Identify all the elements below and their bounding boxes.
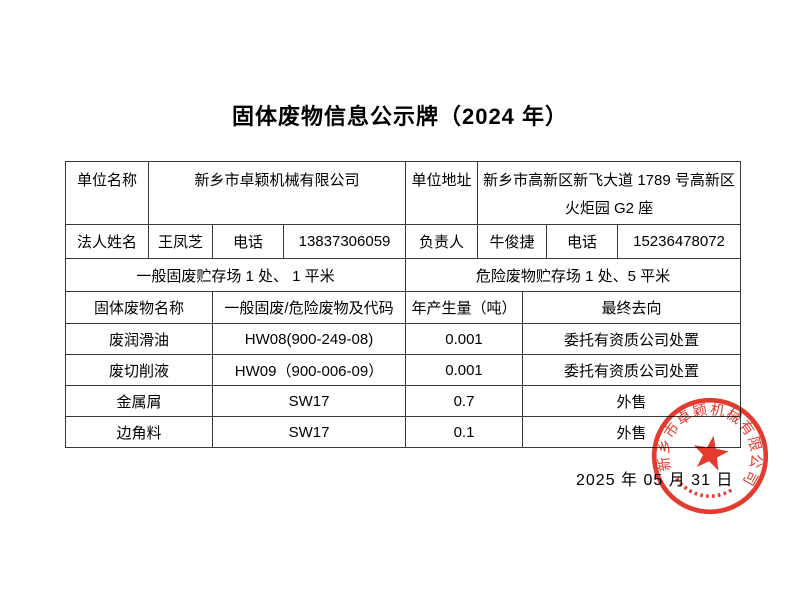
- waste-info-table: 单位名称 新乡市卓颖机械有限公司 单位地址 新乡市高新区新飞大道 1789 号高…: [64, 161, 742, 448]
- header-annual-amount: 年产生量（吨）: [405, 291, 524, 324]
- waste-code-cell: SW17: [211, 385, 407, 417]
- legal-phone-label: 电话: [212, 224, 284, 259]
- legal-phone-value: 13837306059: [282, 224, 407, 259]
- waste-destination-cell: 外售: [522, 385, 742, 417]
- unit-name-label: 单位名称: [65, 161, 149, 225]
- table-header-row: 固体废物名称 一般固废/危险废物及代码 年产生量（吨） 最终去向: [65, 291, 742, 324]
- unit-name-value: 新乡市卓颖机械有限公司: [147, 161, 407, 225]
- waste-destination-cell: 委托有资质公司处置: [522, 354, 742, 386]
- waste-name-cell: 金属屑: [65, 385, 213, 417]
- waste-code-cell: SW17: [211, 416, 407, 448]
- table-row: 金属屑 SW17 0.7 外售: [65, 385, 742, 417]
- header-waste-code: 一般固废/危险废物及代码: [211, 291, 407, 324]
- waste-name-cell: 边角料: [65, 416, 213, 448]
- waste-code-cell: HW08(900-249-08): [211, 323, 407, 355]
- unit-address-label: 单位地址: [405, 161, 479, 225]
- waste-code-cell: HW09（900-006-09）: [211, 354, 407, 386]
- table-row: 法人姓名 王凤芝 电话 13837306059 负责人 牛俊捷 电话 15236…: [65, 224, 742, 259]
- waste-destination-cell: 外售: [522, 416, 742, 448]
- manager-phone-label: 电话: [546, 224, 619, 259]
- legal-name-value: 王凤芝: [148, 224, 213, 259]
- manager-name-value: 牛俊捷: [477, 224, 548, 259]
- waste-name-cell: 废润滑油: [65, 323, 213, 355]
- waste-amount-cell: 0.001: [405, 323, 524, 355]
- issue-date: 2025 年 05 月 31 日: [576, 472, 734, 489]
- manager-phone-value: 15236478072: [617, 224, 742, 259]
- general-storage-cell: 一般固废贮存场 1 处、 1 平米: [64, 258, 407, 292]
- table-row: 单位名称 新乡市卓颖机械有限公司 单位地址 新乡市高新区新飞大道 1789 号高…: [65, 161, 742, 225]
- waste-amount-cell: 0.7: [405, 385, 524, 417]
- header-destination: 最终去向: [522, 291, 742, 324]
- waste-name-cell: 废切削液: [65, 354, 213, 386]
- manager-label: 负责人: [405, 224, 479, 259]
- waste-amount-cell: 0.1: [405, 416, 524, 448]
- table-row: 边角料 SW17 0.1 外售: [65, 416, 742, 448]
- hazardous-storage-cell: 危险废物贮存场 1 处、5 平米: [405, 258, 742, 292]
- table-row: 废切削液 HW09（900-006-09） 0.001 委托有资质公司处置: [65, 354, 742, 386]
- table-row: 废润滑油 HW08(900-249-08) 0.001 委托有资质公司处置: [65, 323, 742, 355]
- header-waste-name: 固体废物名称: [65, 291, 213, 324]
- table-row: 一般固废贮存场 1 处、 1 平米 危险废物贮存场 1 处、5 平米: [64, 258, 742, 292]
- unit-address-value: 新乡市高新区新飞大道 1789 号高新区火炬园 G2 座: [477, 161, 742, 225]
- waste-amount-cell: 0.001: [405, 354, 524, 386]
- legal-name-label: 法人姓名: [65, 224, 149, 259]
- page-title: 固体废物信息公示牌（2024 年）: [231, 104, 569, 129]
- waste-destination-cell: 委托有资质公司处置: [522, 323, 742, 355]
